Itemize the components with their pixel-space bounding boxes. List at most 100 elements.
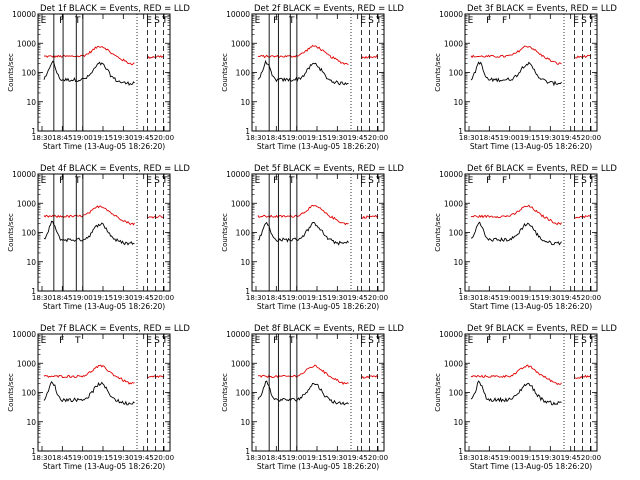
x-tick-label: 19:30 <box>327 134 347 142</box>
y-tick-label: 10 <box>453 98 463 107</box>
y-tick-label: 1 <box>31 127 36 136</box>
flag-label: E <box>255 16 261 26</box>
flag-label: S <box>368 336 374 346</box>
series-events-line <box>257 380 349 406</box>
x-tick-label: 19:15 <box>520 294 540 302</box>
x-tick-label: 19:15 <box>307 454 327 462</box>
flag-label: T <box>588 336 595 346</box>
x-tick-label: 19:15 <box>307 134 327 142</box>
flag-label: T <box>74 176 81 186</box>
x-tick-label: 19:45 <box>348 454 368 462</box>
flag-label: F <box>502 176 507 186</box>
panel-det-4: Det 4f BLACK = Events, RED = LLD 1 10 100 10… <box>7 164 190 311</box>
x-tick-label: 19:45 <box>561 454 581 462</box>
flag-label: E <box>146 176 152 186</box>
plot-frame <box>464 173 598 292</box>
y-axis-label: Counts/sec <box>221 373 229 412</box>
y-tick-label: 1000 <box>17 199 36 208</box>
flag-label: T <box>161 176 168 186</box>
y-tick-label: 10000 <box>12 170 36 179</box>
flag-label: T <box>375 336 382 346</box>
x-axis-label: Start Time (13-Aug-05 18:26:20) <box>470 302 592 311</box>
series-lld-line <box>470 204 592 226</box>
y-tick-label: 1 <box>31 447 36 456</box>
panel-title: Det 4f BLACK = Events, RED = LLD <box>40 164 190 174</box>
y-tick-label: 1 <box>245 447 250 456</box>
panel-title: Det 5f BLACK = Events, RED = LLD <box>254 164 404 174</box>
x-tick-label: 20:00 <box>154 454 174 462</box>
flag-label: T <box>161 16 168 26</box>
x-tick-label: 19:15 <box>307 294 327 302</box>
x-tick-label: 18:45 <box>479 294 499 302</box>
x-tick-label: 19:30 <box>540 134 560 142</box>
y-tick-label: 10000 <box>226 330 250 339</box>
x-tick-label: 20:00 <box>368 294 388 302</box>
plot-frame <box>37 173 171 292</box>
y-tick-label: 1000 <box>17 359 36 368</box>
y-tick-label: 10000 <box>439 10 463 19</box>
flag-label: E <box>573 16 579 26</box>
flag-label: E <box>41 336 47 346</box>
flag-label: F <box>502 16 507 26</box>
x-tick-label: 19:30 <box>113 454 133 462</box>
panel-title: Det 7f BLACK = Events, RED = LLD <box>40 324 190 334</box>
flag-label: S <box>368 16 374 26</box>
panel-det-5: Det 5f BLACK = Events, RED = LLD 1 10 100 10… <box>221 164 404 311</box>
y-axis-label: Counts/sec <box>221 213 229 252</box>
y-tick-label: 100 <box>22 69 37 78</box>
x-tick-label: 18:45 <box>479 134 499 142</box>
y-tick-label: 10 <box>453 418 463 427</box>
x-axis-label: Start Time (13-Aug-05 18:26:20) <box>470 462 592 471</box>
plot-frame <box>251 333 385 452</box>
series-events-line <box>258 221 349 246</box>
flag-label: T <box>375 16 382 26</box>
flag-label: S <box>581 16 587 26</box>
x-tick-label: 19:30 <box>327 294 347 302</box>
flag-label: S <box>581 336 587 346</box>
y-tick-label: 10 <box>240 258 250 267</box>
x-tick-label: 18:45 <box>266 294 286 302</box>
x-tick-label: 18:45 <box>52 134 72 142</box>
x-tick-label: 20:00 <box>581 134 601 142</box>
x-tick-label: 19:00 <box>73 134 93 142</box>
flag-label: E <box>468 176 474 186</box>
y-tick-label: 10000 <box>439 170 463 179</box>
x-tick-label: 19:15 <box>93 134 113 142</box>
plot-frame <box>37 333 171 452</box>
series-lld-line <box>43 364 165 385</box>
flag-label: T <box>74 336 81 346</box>
flag-label: F <box>273 176 278 186</box>
flag-label: T <box>74 16 81 26</box>
x-tick-label: 19:00 <box>287 134 307 142</box>
x-tick-label: 19:15 <box>520 134 540 142</box>
series-events-line <box>43 220 135 246</box>
y-tick-label: 1 <box>245 287 250 296</box>
x-tick-label: 19:45 <box>561 134 581 142</box>
flag-label: E <box>573 336 579 346</box>
x-tick-label: 19:30 <box>113 294 133 302</box>
flag-label: F <box>502 336 507 346</box>
flag-label: E <box>468 336 474 346</box>
flag-label: S <box>154 176 160 186</box>
panel-det-6: Det 6f BLACK = Events, RED = LLD 1 10 100 10… <box>434 164 617 311</box>
flag-label: E <box>146 336 152 346</box>
series-lld-line <box>470 364 592 386</box>
x-tick-label: 18:30 <box>459 294 479 302</box>
series-lld-line <box>257 364 379 385</box>
x-tick-label: 20:00 <box>581 454 601 462</box>
x-tick-label: 20:00 <box>581 294 601 302</box>
x-tick-label: 18:30 <box>32 454 52 462</box>
flag-label: E <box>41 16 47 26</box>
y-tick-label: 1000 <box>17 39 36 48</box>
y-tick-label: 10000 <box>12 10 36 19</box>
x-tick-label: 18:30 <box>246 294 266 302</box>
panel-title: Det 3f BLACK = Events, RED = LLD <box>467 4 617 14</box>
x-tick-label: 18:30 <box>32 134 52 142</box>
y-tick-label: 1000 <box>231 359 250 368</box>
plot-frame <box>464 333 598 452</box>
x-tick-label: 19:00 <box>500 294 520 302</box>
x-axis-label: Start Time (13-Aug-05 18:26:20) <box>43 302 165 311</box>
x-tick-label: 19:15 <box>93 294 113 302</box>
flag-label: F <box>59 16 64 26</box>
y-tick-label: 1 <box>245 127 250 136</box>
